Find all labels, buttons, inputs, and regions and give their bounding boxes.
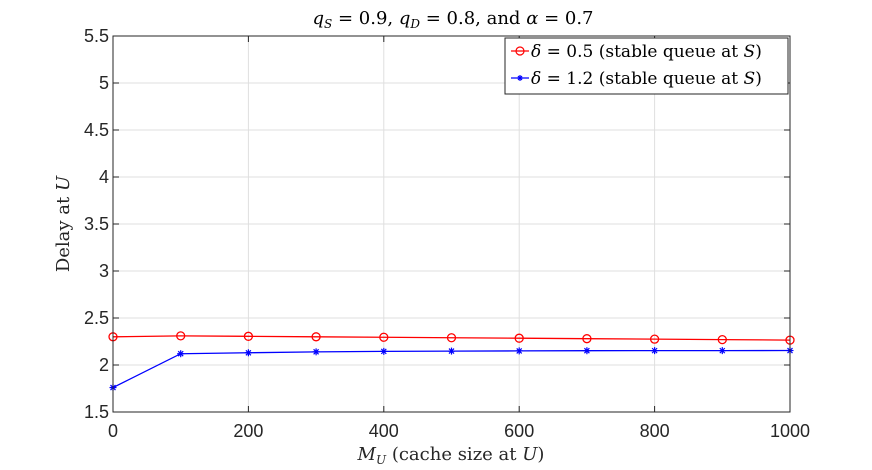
x-tick-label: 1000 bbox=[770, 421, 810, 441]
y-axis-label: Delay at U bbox=[53, 175, 74, 272]
chart-title: qS = 0.9, qD = 0.8, and α = 0.7 bbox=[312, 8, 593, 31]
data-point-asterisk bbox=[380, 347, 388, 355]
series-line-1 bbox=[112, 335, 791, 341]
data-point-circle bbox=[514, 333, 524, 343]
y-tick-label: 4 bbox=[99, 167, 109, 187]
legend-label-delta-0-5: δ = 0.5 (stable queue at S) bbox=[531, 42, 762, 62]
series-line-2 bbox=[112, 349, 791, 389]
data-point-asterisk bbox=[244, 349, 252, 357]
y-tick-label: 3 bbox=[99, 261, 109, 281]
axis-ticks: 0 200 400 600 800 1000 1.5 2 2.5 3 3.5 4 4.5 5 5.5 bbox=[84, 26, 810, 441]
y-tick-label: 2.5 bbox=[84, 308, 109, 328]
legend-label-delta-1-2: δ = 1.2 (stable queue at S) bbox=[531, 69, 762, 89]
data-point-circle bbox=[582, 334, 592, 344]
data-point-circle bbox=[446, 333, 457, 343]
data-point-circle bbox=[379, 332, 389, 342]
y-tick-label: 2 bbox=[99, 355, 109, 375]
legend-box bbox=[504, 37, 789, 95]
data-point-circle bbox=[311, 332, 321, 342]
data-point-asterisk bbox=[177, 350, 185, 358]
y-tick-label: 4.5 bbox=[84, 120, 109, 140]
x-tick-label: 800 bbox=[640, 421, 670, 441]
data-point-asterisk bbox=[515, 347, 523, 355]
x-tick-label: 200 bbox=[233, 421, 263, 441]
y-tick-label: 5 bbox=[99, 73, 109, 93]
series-layer bbox=[108, 331, 795, 392]
legend-marker-asterisk-icon bbox=[517, 75, 523, 81]
x-axis-label: MU (cache size at U) bbox=[357, 444, 545, 467]
data-point-asterisk bbox=[312, 348, 320, 356]
data-point-circle bbox=[649, 334, 660, 344]
y-tick-label: 1.5 bbox=[84, 402, 109, 422]
x-tick-label: 400 bbox=[369, 421, 399, 441]
data-point-circle bbox=[176, 331, 186, 341]
data-point-circle bbox=[243, 331, 254, 341]
y-tick-label: 3.5 bbox=[84, 214, 109, 234]
legend-marker-circle-icon bbox=[515, 46, 525, 56]
x-tick-label: 600 bbox=[504, 421, 534, 441]
data-point-asterisk bbox=[448, 347, 455, 355]
legend-entry-delta-0-5: δ = 0.5 (stable queue at S) bbox=[511, 42, 762, 62]
x-tick-label: 0 bbox=[108, 421, 118, 441]
data-point-asterisk bbox=[718, 347, 726, 355]
data-point-circle bbox=[717, 334, 727, 345]
legend: δ = 0.5 (stable queue at S) δ = 1.2 (sta… bbox=[504, 37, 789, 95]
data-point-asterisk bbox=[651, 347, 659, 355]
y-tick-label: 5.5 bbox=[84, 26, 109, 46]
legend-entry-delta-1-2: δ = 1.2 (stable queue at S) bbox=[511, 69, 762, 89]
data-point-asterisk bbox=[583, 347, 591, 355]
